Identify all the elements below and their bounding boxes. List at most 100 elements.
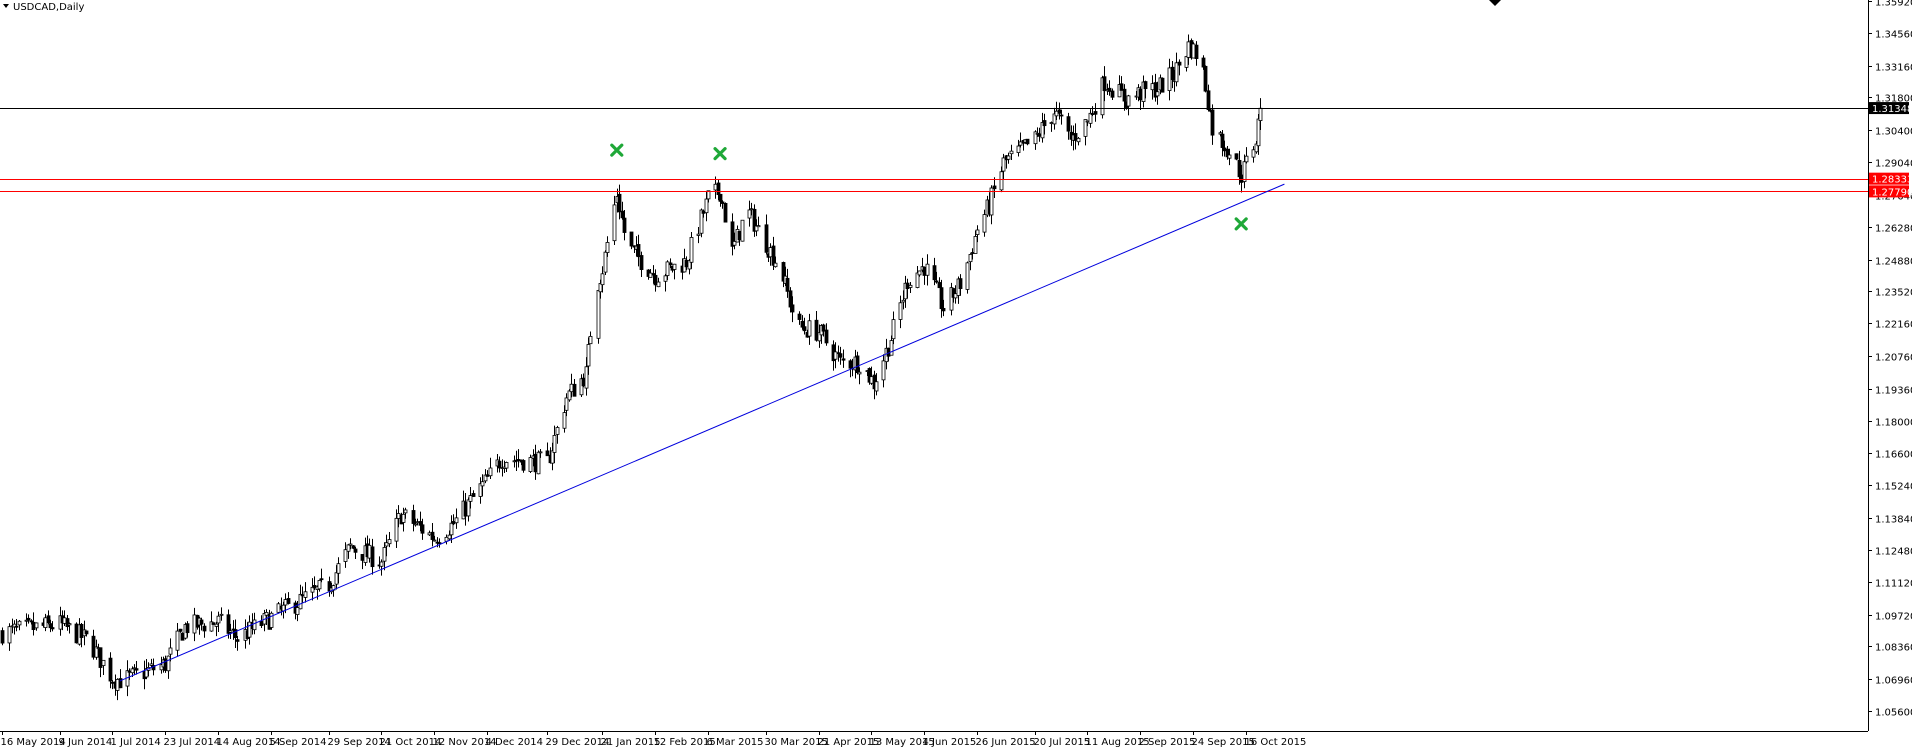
candle	[101, 659, 106, 676]
candle	[219, 607, 224, 621]
candle	[600, 266, 605, 293]
candle	[1244, 147, 1249, 164]
candle	[934, 271, 939, 284]
candle	[555, 425, 560, 444]
candle	[699, 208, 704, 238]
candle	[1153, 73, 1158, 102]
candle	[790, 296, 795, 323]
candle	[821, 323, 826, 337]
candle	[545, 442, 550, 457]
x-tick-label: 24 Sep 2015	[1192, 737, 1255, 748]
candle	[552, 425, 557, 463]
candle	[596, 289, 601, 344]
candle	[603, 250, 608, 276]
candle	[1006, 152, 1011, 164]
candle	[704, 191, 709, 222]
candle	[1073, 123, 1078, 150]
y-tick-label: 1.09720	[1875, 612, 1912, 623]
candle	[317, 579, 322, 592]
candle	[533, 444, 538, 480]
candle	[1122, 84, 1127, 111]
candle	[1227, 148, 1232, 166]
candle	[367, 538, 372, 563]
candle	[166, 655, 171, 679]
candle	[1093, 103, 1098, 122]
candle	[958, 274, 963, 296]
candle	[115, 678, 120, 701]
candle	[1234, 153, 1239, 161]
candle	[572, 378, 577, 397]
candle	[259, 615, 264, 629]
candle	[1126, 94, 1131, 116]
candle	[802, 317, 807, 335]
candle	[982, 209, 987, 237]
candle	[432, 535, 437, 542]
candle	[973, 230, 978, 254]
candle	[915, 265, 920, 289]
candle	[1155, 81, 1160, 105]
candle	[463, 492, 468, 526]
y-tick-label: 1.34560	[1875, 30, 1912, 41]
candle	[1088, 109, 1093, 128]
chart-title-text: USDCAD,Daily	[13, 2, 84, 13]
candle	[480, 474, 485, 497]
y-tick-label: 1.24880	[1875, 257, 1912, 268]
candle	[65, 615, 70, 631]
candle	[488, 457, 493, 479]
candle	[706, 190, 711, 203]
candle	[1206, 84, 1211, 112]
candle	[605, 236, 610, 257]
candle	[17, 619, 22, 631]
candle	[62, 610, 67, 627]
candle	[824, 323, 829, 346]
candle	[668, 258, 673, 268]
candle	[387, 532, 392, 548]
candle	[276, 601, 281, 614]
candle	[214, 621, 219, 637]
y-tick-label: 1.11120	[1875, 579, 1912, 590]
candle	[298, 584, 303, 610]
candle	[528, 454, 533, 474]
candle	[723, 202, 728, 223]
x-tick-label: 20 Jul 2015	[1034, 737, 1091, 748]
candle	[1037, 127, 1042, 142]
candle	[516, 449, 521, 468]
candle	[91, 629, 96, 660]
candle	[1191, 42, 1196, 59]
candle	[1150, 75, 1155, 100]
chart-title[interactable]: USDCAD,Daily	[3, 2, 84, 13]
x-tick-label: 14 Aug 2014	[217, 737, 281, 748]
y-tick-label: 1.06960	[1875, 676, 1912, 687]
candle	[752, 204, 757, 237]
candle	[773, 256, 778, 268]
candle	[740, 219, 745, 242]
candle	[216, 611, 221, 632]
candle	[1201, 55, 1206, 70]
y-tick-label: 1.26280	[1875, 224, 1912, 235]
x-tick-label: 1 Jul 2014	[111, 737, 161, 748]
candle	[1057, 102, 1062, 120]
candle	[1138, 86, 1143, 110]
candle	[370, 538, 375, 575]
candle	[295, 601, 300, 622]
trend-line[interactable]	[119, 183, 1285, 682]
candle	[430, 523, 435, 547]
candle	[898, 295, 903, 329]
x-tick-label: 16 May 2014	[1, 737, 66, 748]
y-tick-label: 1.22160	[1875, 320, 1912, 331]
candle	[881, 354, 886, 388]
candle	[118, 669, 123, 689]
candle	[720, 200, 725, 209]
price-tag: 1.27790	[1869, 185, 1912, 198]
candle	[581, 373, 586, 388]
candle	[689, 231, 694, 269]
candle	[353, 546, 358, 560]
candle	[199, 617, 204, 631]
y-tick-label: 1.08360	[1875, 643, 1912, 654]
triangle-down-icon[interactable]	[3, 4, 9, 8]
candle	[303, 582, 308, 603]
